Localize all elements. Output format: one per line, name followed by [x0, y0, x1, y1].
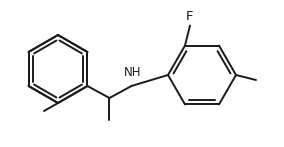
Text: NH: NH — [124, 66, 141, 79]
Text: F: F — [186, 10, 194, 22]
